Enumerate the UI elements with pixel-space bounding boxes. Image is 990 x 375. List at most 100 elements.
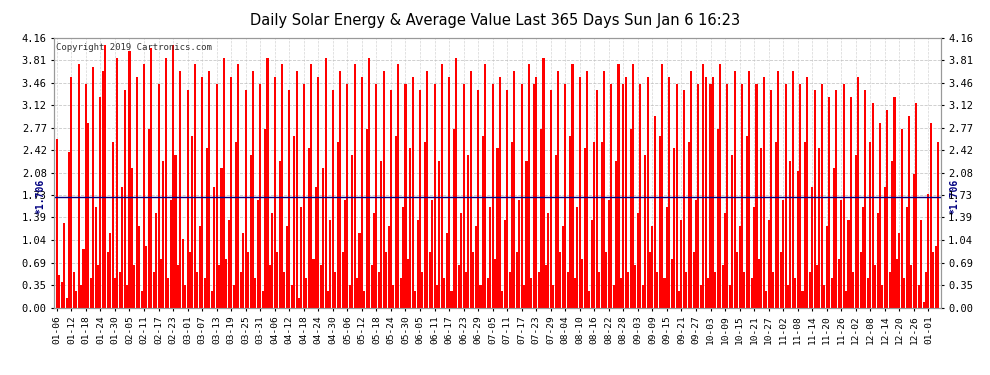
Bar (804, 142, 806, 308)
Bar (373, 213, 375, 308)
Bar (499, 77, 501, 308)
Bar (295, 70, 298, 308)
Bar (322, 168, 324, 308)
Bar (77, 64, 79, 308)
Bar (90, 278, 92, 308)
Bar (509, 272, 511, 308)
Bar (400, 278, 402, 308)
Bar (685, 272, 687, 308)
Bar (828, 97, 831, 308)
Bar (259, 84, 261, 308)
Bar (184, 285, 186, 308)
Bar (417, 220, 419, 308)
Bar (315, 188, 317, 308)
Bar (335, 272, 337, 308)
Bar (174, 155, 176, 308)
Bar (845, 291, 847, 308)
Bar (583, 148, 586, 308)
Bar (201, 77, 203, 308)
Text: Copyright 2019 Cartronics.com: Copyright 2019 Cartronics.com (56, 43, 212, 52)
Bar (918, 285, 920, 308)
Bar (557, 70, 559, 308)
Bar (514, 70, 516, 308)
Bar (383, 70, 385, 308)
Bar (365, 129, 367, 308)
Bar (906, 207, 908, 308)
Bar (129, 51, 131, 308)
Bar (923, 302, 925, 307)
Bar (741, 84, 743, 308)
Bar (397, 64, 399, 308)
Bar (155, 213, 157, 308)
Bar (218, 266, 220, 308)
Bar (833, 168, 835, 308)
Bar (569, 135, 571, 308)
Bar (911, 266, 913, 308)
Bar (649, 252, 651, 308)
Bar (780, 252, 782, 308)
Bar (646, 77, 648, 308)
Bar (755, 84, 757, 308)
Bar (574, 278, 576, 308)
Bar (712, 77, 714, 308)
Bar (273, 77, 276, 308)
Bar (615, 162, 617, 308)
Bar (564, 84, 566, 308)
Bar (625, 77, 627, 308)
Bar (893, 97, 896, 308)
Bar (628, 272, 630, 308)
Bar (266, 58, 268, 308)
Bar (226, 259, 228, 308)
Bar (254, 278, 256, 308)
Bar (777, 70, 779, 308)
Bar (806, 77, 809, 308)
Bar (223, 58, 225, 308)
Bar (739, 226, 741, 308)
Bar (318, 77, 320, 308)
Bar (826, 226, 828, 308)
Bar (675, 84, 677, 308)
Bar (177, 266, 179, 308)
Bar (143, 64, 146, 308)
Bar (920, 220, 922, 308)
Bar (313, 259, 315, 308)
Bar (666, 207, 668, 308)
Bar (748, 70, 750, 308)
Bar (167, 278, 169, 308)
Bar (286, 226, 288, 308)
Bar (732, 155, 734, 308)
Bar (276, 252, 278, 308)
Bar (230, 77, 233, 308)
Bar (73, 272, 75, 308)
Bar (348, 285, 350, 308)
Bar (913, 174, 915, 308)
Bar (630, 129, 632, 308)
Bar (460, 213, 462, 308)
Bar (504, 220, 506, 308)
Bar (760, 148, 762, 308)
Bar (593, 142, 595, 308)
Bar (576, 207, 578, 308)
Bar (852, 272, 854, 308)
Bar (489, 207, 491, 308)
Bar (494, 259, 496, 308)
Bar (278, 162, 280, 308)
Bar (402, 207, 404, 308)
Bar (811, 188, 813, 308)
Bar (245, 90, 247, 308)
Bar (606, 252, 608, 308)
Bar (547, 213, 549, 308)
Bar (427, 70, 429, 308)
Bar (249, 155, 251, 308)
Bar (816, 266, 818, 308)
Bar (540, 129, 543, 308)
Bar (340, 70, 342, 308)
Bar (710, 84, 712, 308)
Bar (787, 285, 789, 308)
Bar (891, 162, 893, 308)
Bar (441, 64, 443, 308)
Bar (380, 162, 382, 308)
Bar (455, 58, 457, 308)
Bar (97, 266, 99, 308)
Bar (658, 135, 660, 308)
